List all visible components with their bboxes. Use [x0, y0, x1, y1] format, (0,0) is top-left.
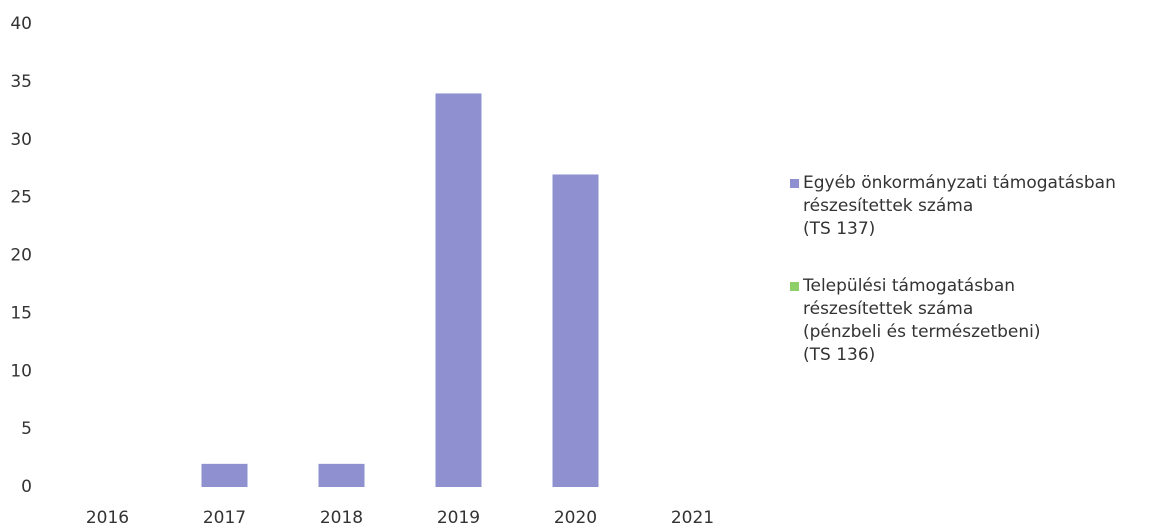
legend-label: Egyéb önkormányzati támogatásban részesí… — [803, 173, 1116, 239]
y-tick-label: 15 — [10, 303, 32, 323]
y-tick-label: 35 — [10, 72, 32, 92]
y-tick-label: 40 — [10, 14, 32, 34]
x-tick-label: 2019 — [437, 508, 480, 528]
legend-swatch — [790, 282, 799, 291]
legend-item: Települési támogatásban részesítettek sz… — [790, 275, 1116, 367]
legend-item: Egyéb önkormányzati támogatásban részesí… — [790, 172, 1116, 241]
chart: 0 5 10 15 20 25 30 35 40 2016 2017 2018 2019 2020 2021 — [10, 14, 714, 528]
y-tick-label: 25 — [10, 188, 32, 208]
bar — [435, 93, 482, 487]
x-tick-label: 2018 — [320, 508, 363, 528]
bar — [318, 463, 365, 487]
x-tick-label: 2020 — [554, 508, 597, 528]
y-tick-label: 20 — [10, 246, 32, 266]
legend-label: Települési támogatásban részesítettek sz… — [803, 276, 1041, 365]
legend: Egyéb önkormányzati támogatásban részesí… — [790, 172, 1116, 401]
x-tick-label: 2021 — [671, 508, 714, 528]
x-tick-label: 2017 — [203, 508, 246, 528]
y-tick-label: 5 — [21, 419, 32, 439]
y-tick-label: 10 — [10, 361, 32, 381]
bar — [552, 174, 599, 487]
bar — [201, 463, 248, 487]
legend-swatch — [790, 179, 799, 188]
x-tick-label: 2016 — [86, 508, 129, 528]
y-tick-label: 0 — [21, 477, 32, 497]
y-tick-label: 30 — [10, 130, 32, 150]
